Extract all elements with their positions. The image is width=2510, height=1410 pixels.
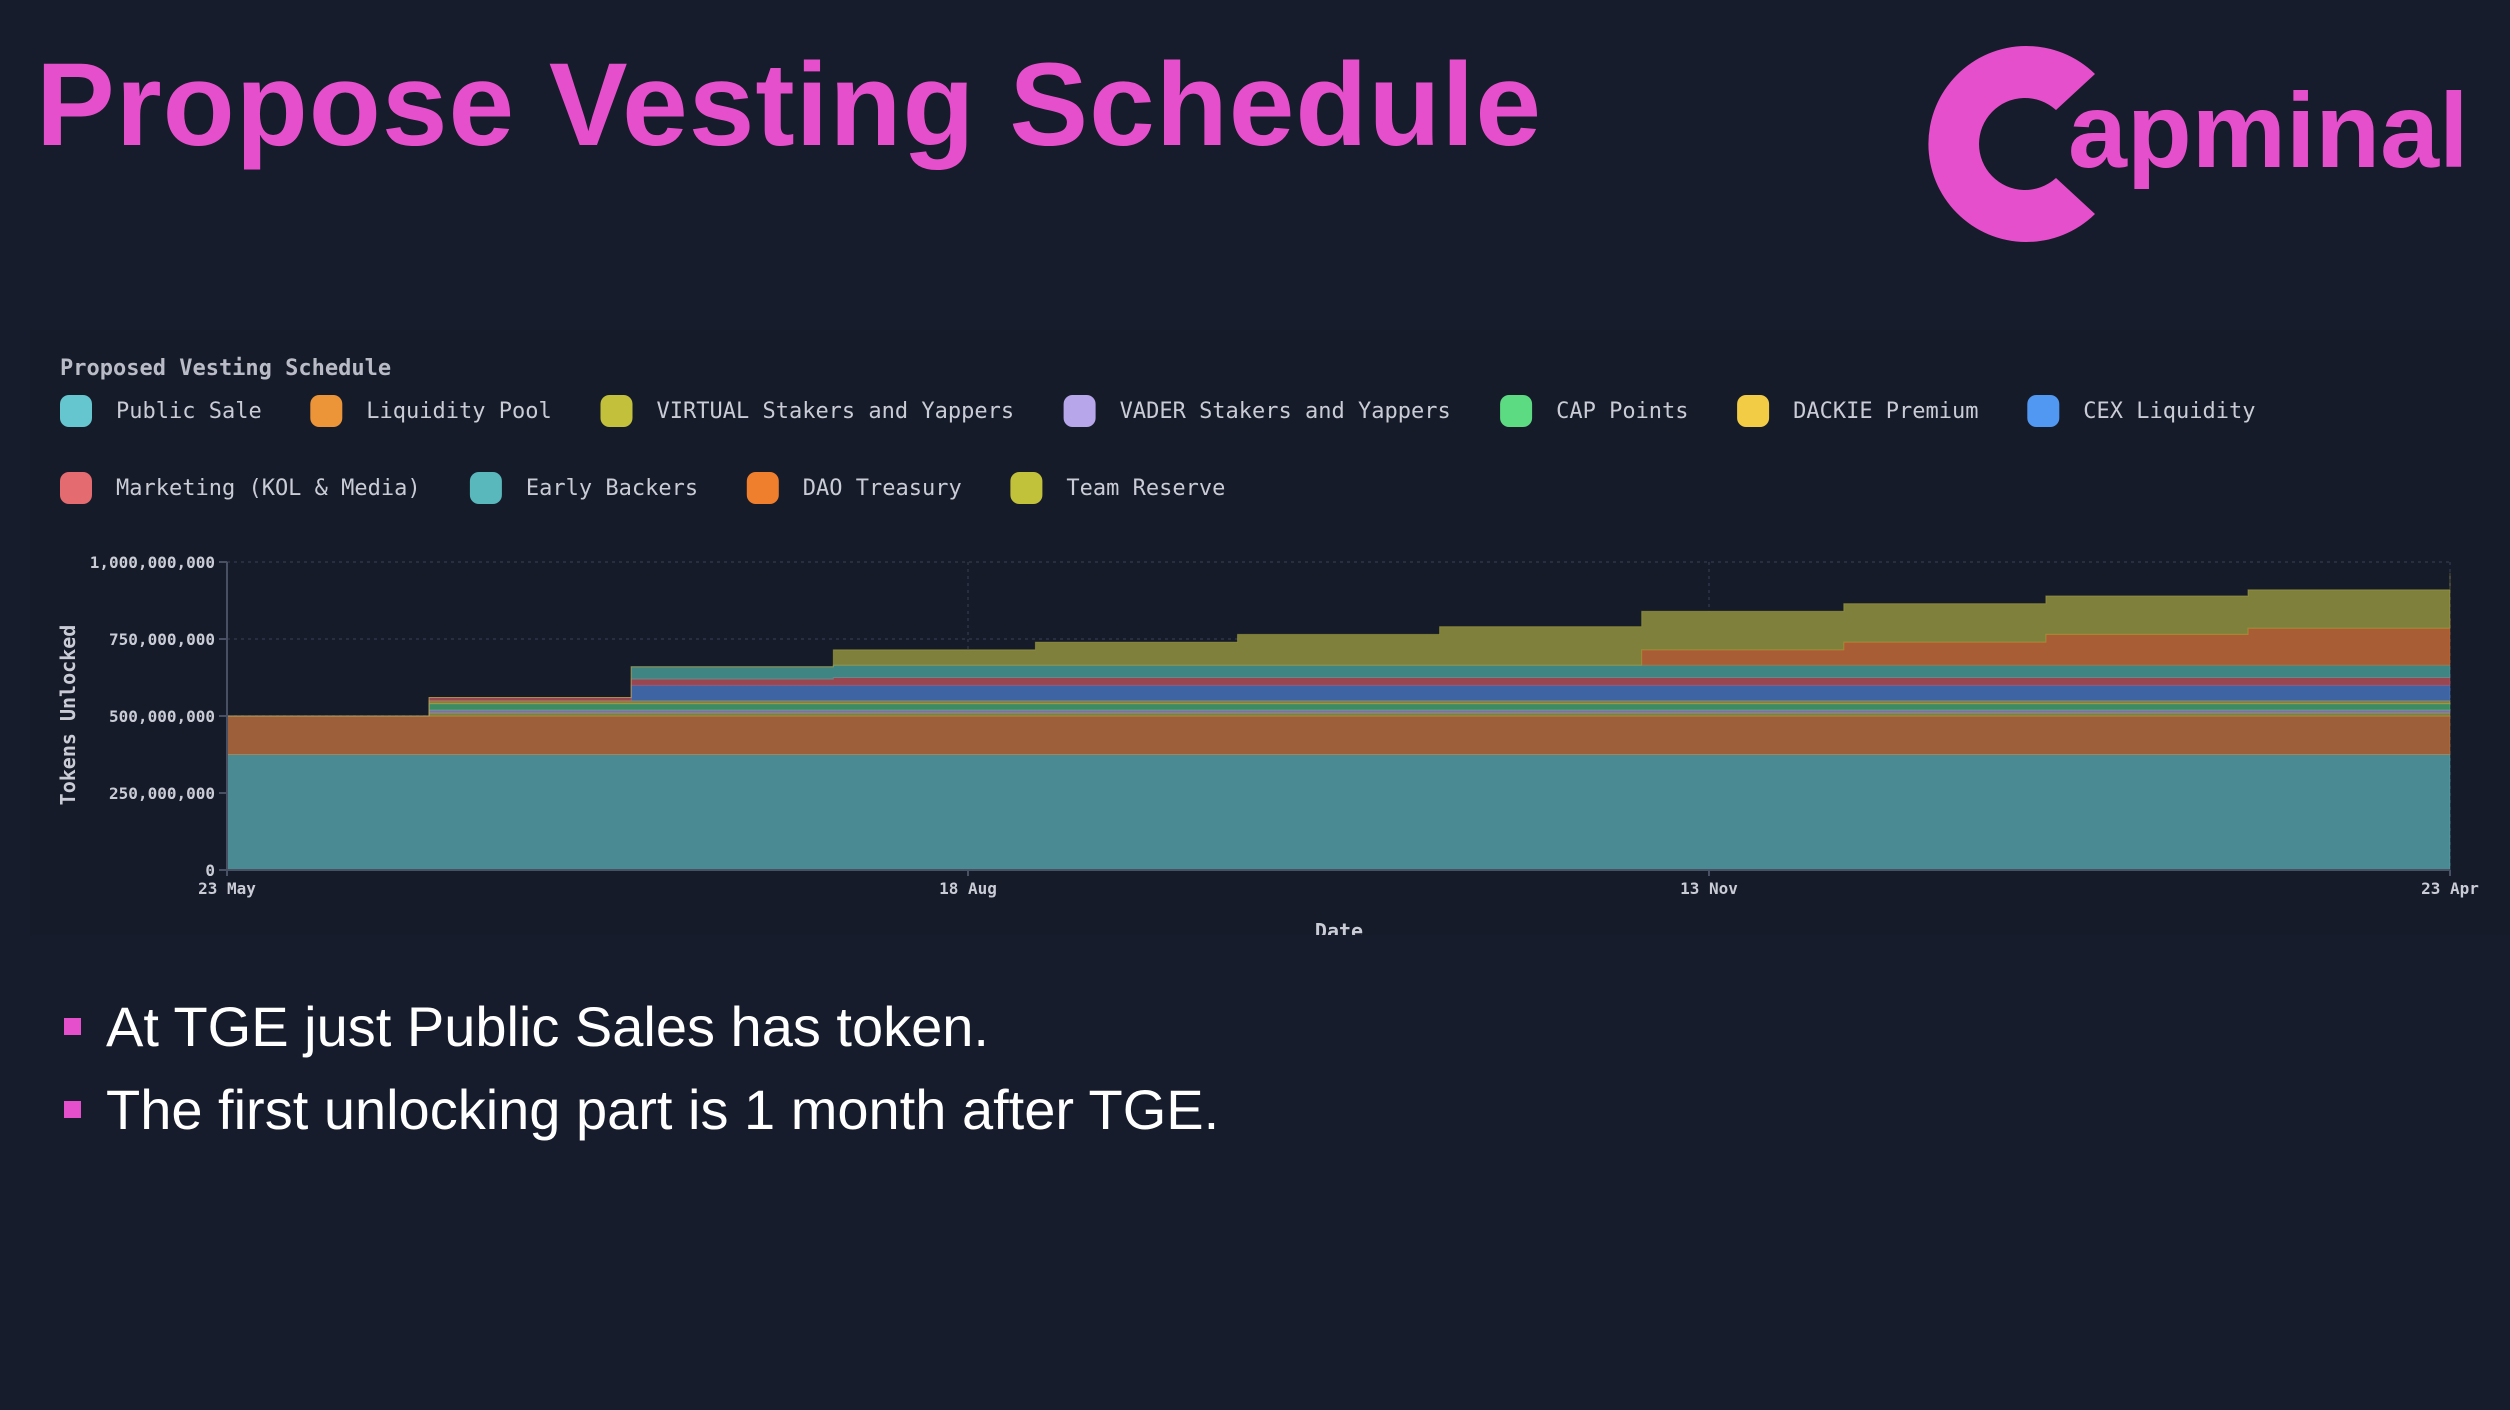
bullet-text: At TGE just Public Sales has token. xyxy=(106,995,989,1058)
legend-label: Early Backers xyxy=(526,476,698,501)
slide-title: Propose Vesting Schedule xyxy=(36,39,1542,171)
x-tick-label: 23 May xyxy=(198,879,256,898)
legend-item: VIRTUAL Stakers and Yappers xyxy=(600,395,1015,427)
legend-label: CAP Points xyxy=(1556,399,1688,424)
legend-label: DACKIE Premium xyxy=(1793,399,1978,424)
x-tick-label: 18 Aug xyxy=(939,879,997,898)
capminal-logo: apminal xyxy=(1908,28,2498,260)
y-tick-label: 1,000,000,000 xyxy=(90,553,215,572)
legend-swatch xyxy=(1010,472,1043,504)
bullet-text: The first unlocking part is 1 month afte… xyxy=(106,1078,1220,1141)
legend-swatch xyxy=(1737,395,1770,427)
legend-item: VADER Stakers and Yappers xyxy=(1063,395,1451,427)
legend-item: Public Sale xyxy=(60,395,262,427)
legend-swatch xyxy=(1500,395,1533,427)
legend-swatch xyxy=(310,395,343,427)
legend-swatch xyxy=(60,395,92,427)
series-area xyxy=(227,664,2451,717)
x-tick-label: 23 Apr xyxy=(2421,879,2479,898)
bullet-marker xyxy=(64,1018,81,1035)
x-tick-label: 13 Nov xyxy=(1680,879,1738,898)
vesting-chart: Proposed Vesting Schedule Public Sale Liq… xyxy=(30,330,2510,935)
logo-wordmark: apminal xyxy=(2068,72,2469,190)
legend-item: Team Reserve xyxy=(1010,472,1225,504)
legend-label: CEX Liquidity xyxy=(2083,399,2255,424)
legend-swatch xyxy=(2027,395,2060,427)
legend-label: DAO Treasury xyxy=(803,476,962,501)
legend-item: DAO Treasury xyxy=(746,472,962,504)
legend-item: Liquidity Pool xyxy=(310,395,552,427)
legend-label: VADER Stakers and Yappers xyxy=(1120,399,1451,424)
legend-item: CEX Liquidity xyxy=(2027,395,2255,427)
series-area xyxy=(227,572,2451,717)
legend-swatch xyxy=(60,472,92,504)
legend-item: Marketing (KOL & Media) xyxy=(60,472,421,504)
legend-item: CAP Points xyxy=(1500,395,1689,427)
x-axis-label: Date xyxy=(1315,919,1363,935)
legend-swatch xyxy=(746,472,779,504)
y-axis-label: Tokens Unlocked xyxy=(56,625,80,806)
legend-swatch xyxy=(1063,395,1096,427)
legend-item: Early Backers xyxy=(469,472,698,504)
y-tick-label: 0 xyxy=(205,861,215,880)
bullet-item: The first unlocking part is 1 month afte… xyxy=(60,1068,1219,1151)
chart-title: Proposed Vesting Schedule xyxy=(60,356,391,381)
legend-item: DACKIE Premium xyxy=(1737,395,1979,427)
capminal-c-icon xyxy=(1928,45,2095,242)
legend-label: Marketing (KOL & Media) xyxy=(116,476,421,501)
bullet-list: At TGE just Public Sales has token. The … xyxy=(60,985,1219,1151)
legend-label: Team Reserve xyxy=(1066,476,1225,501)
legend-label: Public Sale xyxy=(116,399,262,424)
y-tick-label: 250,000,000 xyxy=(109,784,215,803)
y-tick-label: 750,000,000 xyxy=(109,630,215,649)
legend-label: VIRTUAL Stakers and Yappers xyxy=(657,399,1015,424)
chart-axes: 0 250,000,000 500,000,000 750,000,000 1,000,… xyxy=(90,553,2479,898)
chart-areas xyxy=(226,572,2451,871)
bullet-item: At TGE just Public Sales has token. xyxy=(60,985,1219,1068)
chart-legend: Public Sale Liquidity Pool VIRTUAL Stakers… xyxy=(60,395,2255,504)
legend-label: Liquidity Pool xyxy=(366,399,551,424)
series-area xyxy=(226,715,2451,755)
chart-svg: Proposed Vesting Schedule Public Sale Liq… xyxy=(56,356,2479,935)
legend-swatch xyxy=(600,395,633,427)
legend-swatch xyxy=(469,472,502,504)
bullet-marker xyxy=(64,1101,81,1118)
y-tick-label: 500,000,000 xyxy=(109,707,215,726)
series-area xyxy=(226,754,2451,871)
